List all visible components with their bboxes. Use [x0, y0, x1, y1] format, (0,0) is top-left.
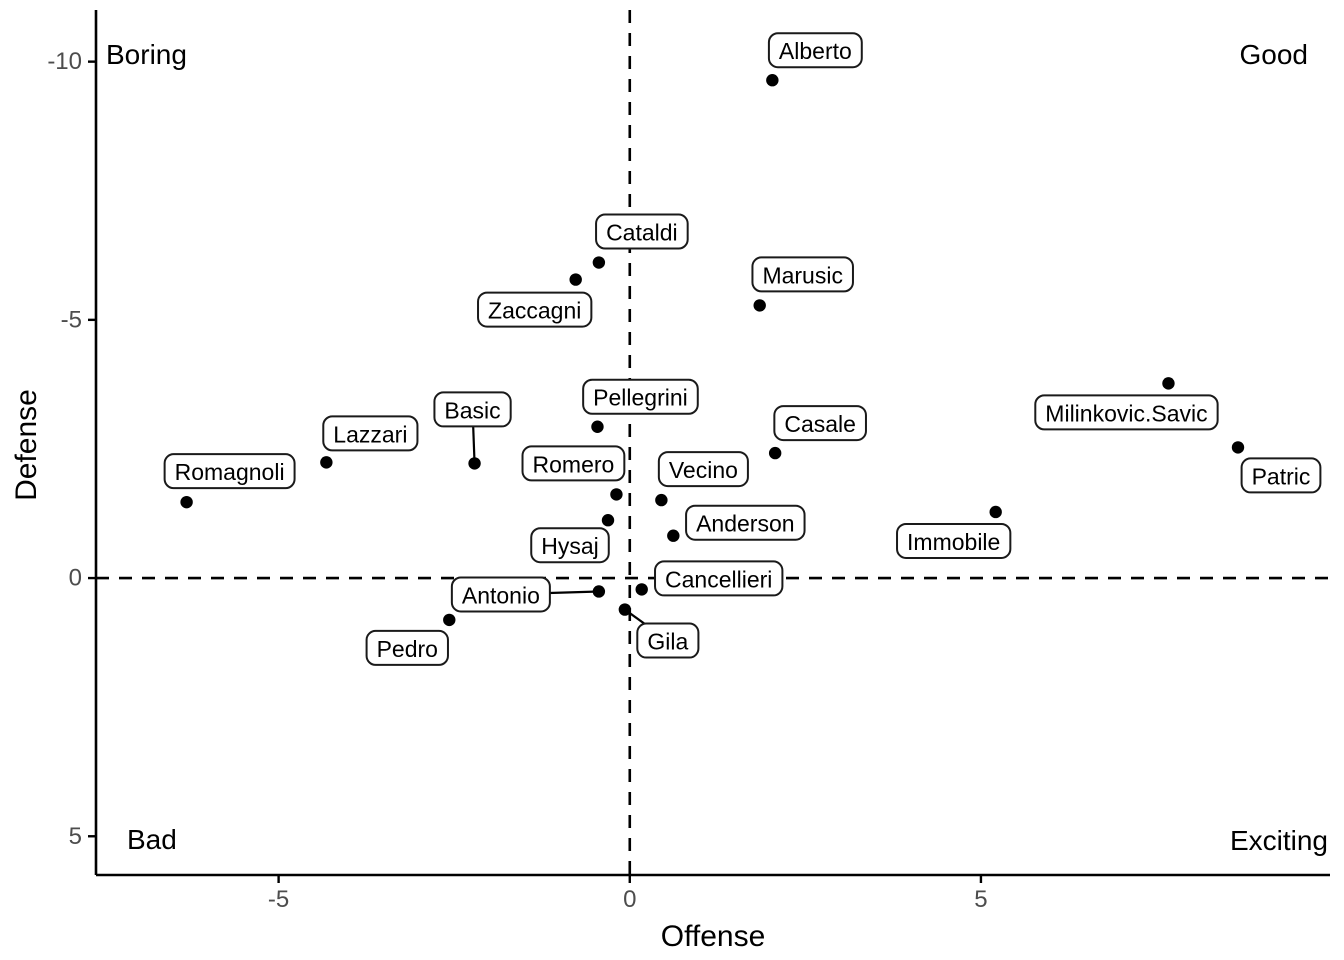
label-text: Cataldi — [606, 220, 678, 246]
label-box — [767, 32, 863, 69]
point-label-patric: Patric — [1240, 457, 1322, 494]
point-label-basic: Basic — [433, 391, 512, 464]
label-text: Anderson — [696, 511, 794, 537]
data-point-patric — [1231, 441, 1245, 454]
point-label-pedro: Pedro — [365, 629, 449, 666]
point-label-lazzari: Lazzari — [322, 415, 419, 452]
label-box — [751, 256, 854, 293]
point-label-immobile: Immobile — [896, 522, 1012, 559]
data-point-vecino — [655, 493, 668, 507]
y-axis-title: Defense — [10, 389, 43, 501]
data-points — [180, 74, 1245, 627]
label-text: Basic — [444, 397, 500, 423]
x-axis-title: Offense — [661, 920, 766, 953]
label-box — [521, 445, 626, 482]
point-label-romagnoli: Romagnoli — [163, 453, 296, 490]
label-text: Gila — [647, 629, 688, 655]
point-labels: Alberto Cataldi Marusic Zaccagni Milinkovic.… — [163, 32, 1322, 666]
data-point-lazzari — [320, 456, 333, 469]
point-label-antonio: Antonio — [450, 576, 599, 613]
point-label-marusic: Marusic — [751, 256, 854, 293]
x-tick-label: 5 — [974, 886, 987, 913]
data-point-gila — [618, 603, 632, 616]
label-text: Romagnoli — [175, 459, 285, 485]
label-box — [657, 451, 749, 488]
label-box — [433, 391, 512, 428]
data-point-antonio — [592, 585, 606, 598]
data-point-romagnoli — [180, 495, 193, 509]
label-box — [636, 622, 700, 659]
point-label-milinkovic-savic: Milinkovic.Savic — [1034, 394, 1219, 431]
label-text: Pedro — [377, 636, 438, 662]
label-box — [450, 576, 551, 613]
label-box — [163, 453, 296, 490]
point-label-cancellieri: Cancellieri — [654, 560, 784, 597]
label-text: Marusic — [762, 262, 843, 288]
x-tick-label: -5 — [268, 886, 289, 913]
label-box — [654, 560, 784, 597]
data-point-cancellieri — [635, 583, 648, 596]
data-point-basic — [468, 457, 481, 470]
point-label-pellegrini: Pellegrini — [582, 378, 699, 415]
x-tick-label: 0 — [623, 886, 636, 913]
chart-canvas: -10 -5 0 5 -5 0 5 Alberto Cataldi Marusic Zaccagni… — [47, 10, 1330, 913]
data-point-pedro — [443, 613, 456, 627]
point-label-cataldi: Cataldi — [595, 213, 689, 250]
data-point-anderson — [667, 529, 680, 542]
label-text: Milinkovic.Savic — [1045, 400, 1207, 426]
label-text: Immobile — [907, 529, 1000, 555]
data-point-immobile — [989, 505, 1002, 519]
point-label-anderson: Anderson — [685, 504, 806, 541]
label-box — [322, 415, 419, 452]
label-text: Cancellieri — [665, 566, 772, 592]
label-box — [1240, 457, 1322, 494]
label-box — [477, 291, 593, 328]
label-text: Zaccagni — [488, 298, 581, 324]
point-label-vecino: Vecino — [657, 451, 749, 488]
data-point-milinkovic-savic — [1162, 377, 1175, 390]
y-tick-label: -10 — [47, 48, 82, 75]
y-tick-label: 5 — [69, 823, 82, 850]
label-text: Antonio — [462, 582, 540, 608]
label-box — [595, 213, 689, 250]
label-text: Hysaj — [541, 533, 599, 559]
data-point-marusic — [753, 299, 766, 312]
quadrant-label-exciting: Exciting — [1230, 825, 1328, 856]
quadrant-label-good: Good — [1240, 39, 1309, 70]
quadrant-label-boring: Boring — [106, 39, 187, 70]
label-box — [773, 405, 867, 442]
label-text: Vecino — [669, 457, 738, 483]
data-point-romero — [610, 488, 623, 501]
point-label-hysaj: Hysaj — [530, 527, 610, 564]
y-tick-label: 0 — [69, 565, 82, 592]
data-point-hysaj — [601, 514, 615, 527]
label-box — [530, 527, 610, 564]
point-label-casale: Casale — [773, 405, 867, 442]
label-text: Lazzari — [333, 421, 407, 447]
quadrant-label-bad: Bad — [127, 824, 177, 855]
label-box — [685, 504, 806, 541]
label-text: Pellegrini — [593, 385, 688, 411]
point-label-zaccagni: Zaccagni — [477, 291, 593, 328]
data-point-zaccagni — [569, 273, 582, 286]
point-label-alberto: Alberto — [767, 32, 863, 69]
point-label-gila: Gila — [624, 608, 700, 659]
data-point-cataldi — [592, 256, 606, 269]
label-text: Alberto — [779, 38, 852, 64]
point-label-romero: Romero — [521, 445, 626, 482]
label-box — [1034, 394, 1219, 431]
label-box — [582, 378, 699, 415]
data-point-casale — [768, 446, 782, 460]
y-tick-label: -5 — [61, 306, 82, 333]
label-text: Romero — [533, 451, 615, 477]
label-text: Casale — [784, 411, 856, 437]
label-box — [365, 629, 449, 666]
label-text: Patric — [1252, 463, 1311, 489]
data-point-pellegrini — [591, 420, 604, 433]
label-box — [896, 522, 1012, 559]
data-point-alberto — [766, 74, 779, 87]
